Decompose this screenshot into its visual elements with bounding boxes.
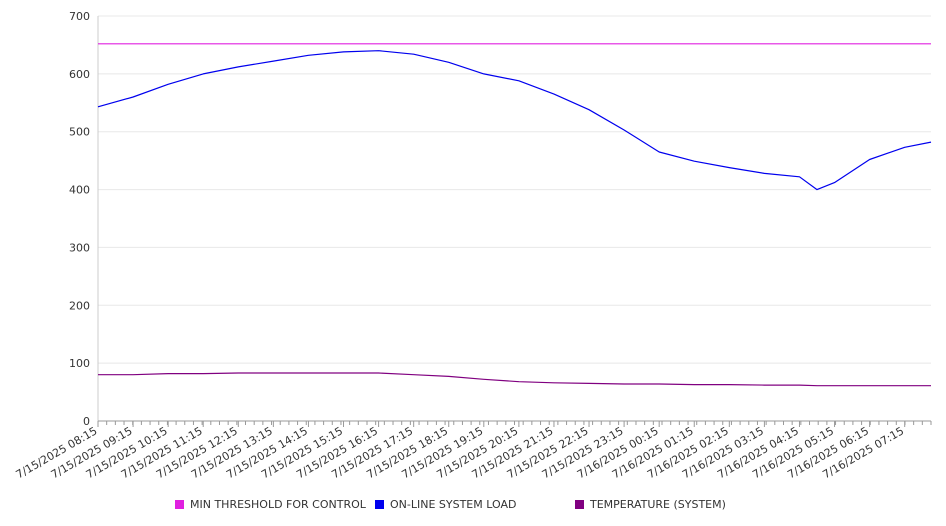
axes [97,16,932,427]
legend-item-threshold: MIN THRESHOLD FOR CONTROL [175,498,366,511]
legend-swatch-system-load [375,500,384,509]
legend-label-temperature: TEMPERATURE (SYSTEM) [590,498,726,511]
legend-label-system-load: ON-LINE SYSTEM LOAD [390,498,517,511]
grid-lines [98,15,931,364]
y-tick-label: 500 [69,126,90,139]
legend-swatch-temperature [575,500,584,509]
y-tick-label: 300 [69,241,90,254]
legend-swatch-threshold [175,500,184,509]
y-tick-label: 100 [69,357,90,370]
legend: MIN THRESHOLD FOR CONTROL ON-LINE SYSTEM… [0,498,946,516]
y-tick-label: 700 [69,10,90,23]
legend-label-threshold: MIN THRESHOLD FOR CONTROL [190,498,366,511]
y-tick-label: 400 [69,184,90,197]
legend-item-system-load: ON-LINE SYSTEM LOAD [375,498,516,511]
series-line-temperature-system [98,372,931,387]
y-tick-label: 0 [83,415,90,428]
y-tick-label: 200 [69,299,90,312]
series-line-on-line-system-load [97,50,932,191]
y-tick-label: 600 [69,68,90,81]
series-lines [97,43,932,387]
legend-item-temperature: TEMPERATURE (SYSTEM) [575,498,726,511]
